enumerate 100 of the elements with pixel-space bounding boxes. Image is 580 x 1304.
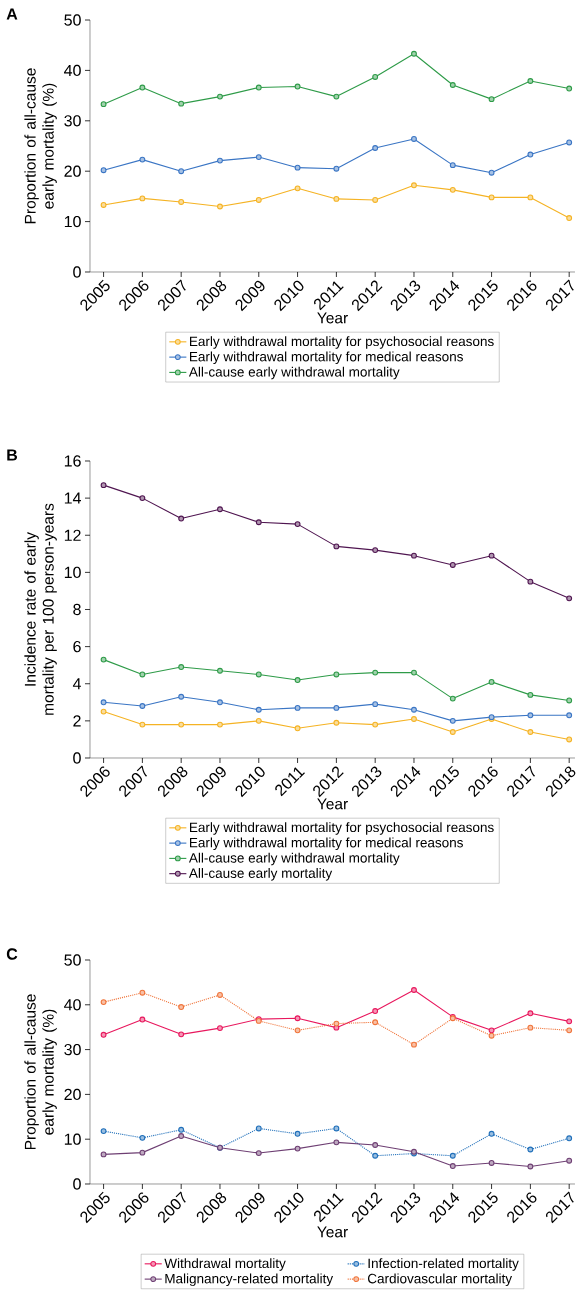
point: [178, 100, 185, 107]
point: [217, 721, 223, 728]
point: [372, 701, 379, 708]
y-tick-label: 0: [73, 752, 81, 764]
y-axis-title: Proportion of all-cause early mortality (%): [24, 994, 57, 1150]
point: [217, 506, 223, 513]
point: [255, 706, 262, 713]
y-axis-title: Proportion of all-cause early mortality (%): [24, 68, 57, 224]
y-tick-label: 4: [72, 678, 81, 690]
point: [449, 186, 456, 193]
legend-label: Early withdrawal mortality for psychosocial reasons: [190, 336, 494, 349]
point: [411, 50, 417, 57]
y-tick-label: 10: [64, 215, 81, 228]
x-axis-title: Year: [317, 798, 348, 810]
y-tick-label: 10: [64, 1133, 81, 1145]
point: [566, 712, 573, 719]
point: [255, 154, 262, 161]
point: [372, 74, 379, 80]
point: [100, 656, 107, 663]
y-tick-label: 50: [64, 14, 81, 26]
point: [217, 699, 223, 706]
chart-title: C: [6, 948, 18, 960]
y-tick-label: 8: [73, 603, 81, 616]
y-tick-label: 20: [64, 1088, 81, 1101]
point: [488, 552, 495, 559]
point: [255, 671, 262, 678]
point: [527, 712, 534, 719]
point: [139, 84, 146, 91]
point: [255, 84, 262, 91]
legend-label: Early withdrawal mortality for medical reasons: [190, 837, 463, 851]
point: [411, 135, 417, 142]
point: [372, 1008, 379, 1015]
y-tick-label: 40: [64, 64, 81, 77]
point: [372, 1142, 379, 1148]
point: [449, 561, 456, 568]
legend-label: All-cause early withdrawal mortality: [188, 366, 400, 380]
point: [100, 101, 107, 108]
point: [100, 167, 107, 174]
point: [100, 1031, 107, 1038]
point: [255, 1125, 262, 1132]
legend-label: Infection-related mortality: [368, 1258, 519, 1271]
point: [527, 578, 534, 585]
point: [139, 721, 146, 728]
point: [566, 1135, 573, 1142]
point: [488, 678, 495, 685]
point: [372, 145, 379, 151]
point: [372, 1152, 379, 1159]
point: [449, 1152, 456, 1159]
point: [255, 1150, 262, 1157]
point: [449, 695, 456, 702]
point: [527, 151, 534, 158]
point: [178, 721, 185, 728]
y-tick-label: 12: [64, 529, 81, 541]
point: [333, 719, 340, 726]
point: [294, 164, 301, 171]
point: [294, 1015, 301, 1022]
point: [255, 519, 262, 526]
point: [411, 987, 417, 993]
point: [100, 999, 107, 1006]
legend-label: Early withdrawal mortality for medical reasons: [190, 351, 463, 365]
point: [178, 1004, 185, 1010]
legend-label: All-cause early withdrawal mortality: [188, 852, 400, 866]
point: [255, 717, 262, 724]
x-axis-title: Year: [317, 1226, 348, 1238]
chart-title: B: [7, 449, 18, 461]
point: [333, 1020, 340, 1027]
point: [217, 93, 223, 100]
point: [333, 543, 340, 550]
point: [488, 1027, 495, 1034]
point: [488, 1032, 495, 1039]
y-tick-label: 0: [73, 1178, 81, 1190]
point: [139, 156, 146, 163]
point: [566, 697, 573, 704]
y-tick-label: 30: [64, 1043, 81, 1056]
point: [217, 203, 223, 210]
point: [100, 202, 107, 208]
point: [139, 989, 146, 996]
point: [294, 704, 301, 711]
point: [333, 195, 340, 202]
point: [527, 729, 534, 735]
point: [527, 78, 534, 84]
point: [178, 1031, 185, 1038]
point: [100, 1128, 107, 1135]
point: [294, 185, 301, 192]
point: [333, 93, 340, 100]
point: [294, 1027, 301, 1034]
point: [294, 725, 301, 732]
point: [333, 1125, 340, 1132]
point: [566, 736, 573, 743]
point: [527, 691, 534, 698]
point: [178, 693, 185, 700]
point: [527, 1024, 534, 1031]
point: [217, 991, 223, 998]
point: [411, 182, 417, 189]
point: [372, 721, 379, 728]
point: [333, 1139, 340, 1146]
legend-label: Early withdrawal mortality for psychosocial reasons: [190, 822, 494, 835]
point: [449, 717, 456, 724]
point: [411, 1041, 417, 1048]
point: [411, 706, 417, 713]
